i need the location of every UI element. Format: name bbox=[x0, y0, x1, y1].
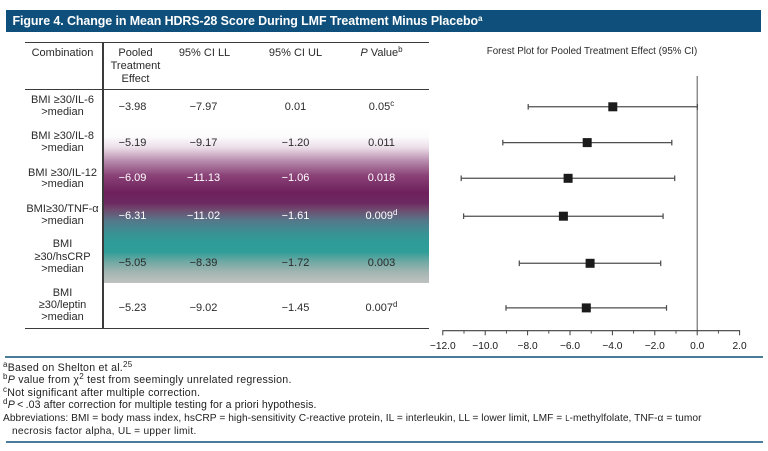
svg-text:2.0: 2.0 bbox=[733, 341, 747, 352]
svg-text:−4.0: −4.0 bbox=[602, 341, 622, 352]
svg-text:−8.0: −8.0 bbox=[518, 341, 538, 352]
svg-text:−6.0: −6.0 bbox=[560, 341, 580, 352]
svg-text:−2.0: −2.0 bbox=[645, 341, 665, 352]
svg-text:−10.0: −10.0 bbox=[472, 341, 498, 352]
svg-text:−12.0: −12.0 bbox=[430, 341, 456, 352]
svg-text:0.0: 0.0 bbox=[690, 341, 704, 352]
